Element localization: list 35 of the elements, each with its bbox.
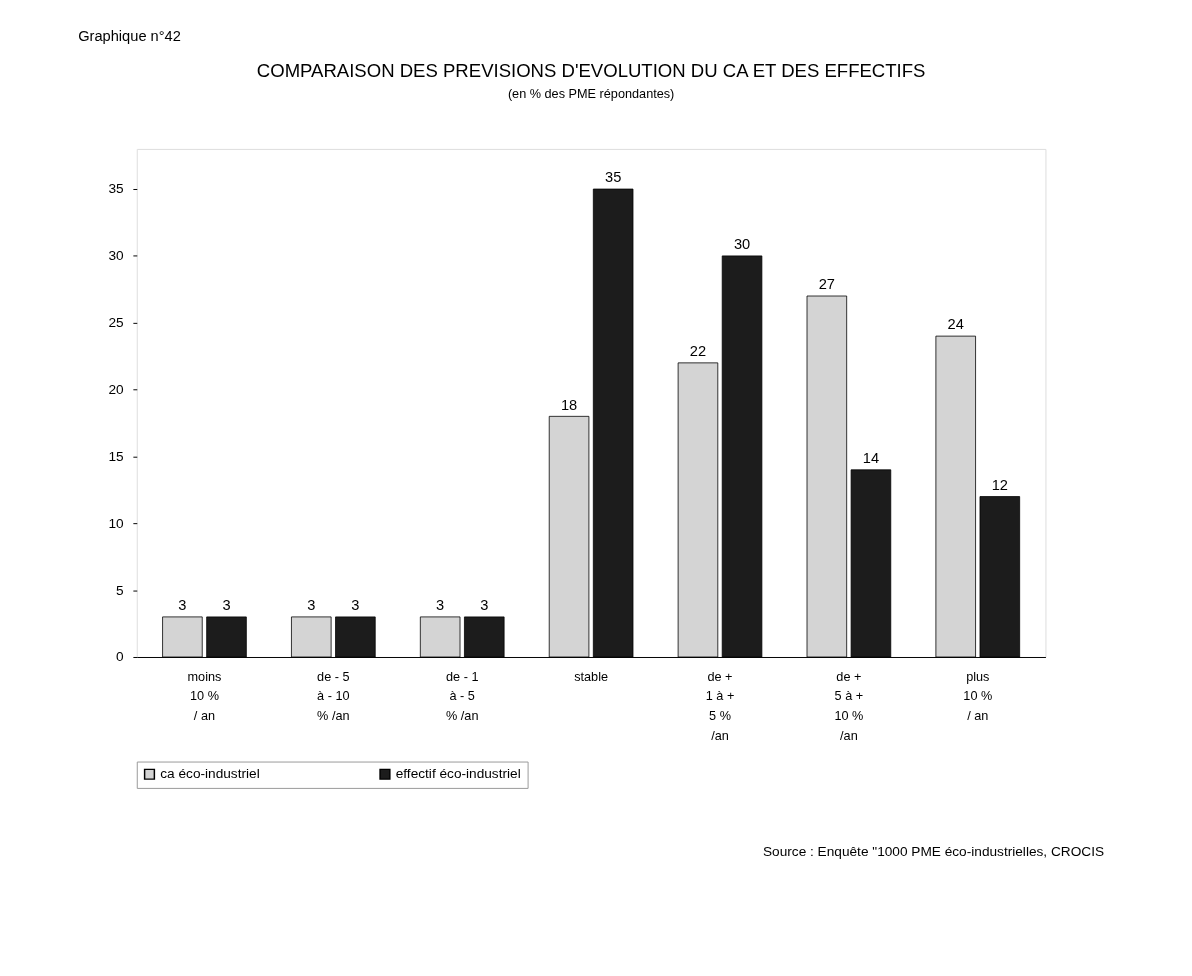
- data-label: 3: [351, 597, 360, 614]
- y-tick-label: 5: [115, 582, 124, 598]
- y-tick-label: 15: [108, 448, 124, 464]
- data-label: 3: [480, 597, 489, 614]
- chart-subtitle: (en % des PME répondantes): [507, 87, 675, 102]
- data-label: 3: [178, 597, 187, 614]
- legend-label: ca éco-industriel: [160, 766, 260, 782]
- data-label: 14: [862, 449, 880, 466]
- y-tick-label: 10: [108, 515, 124, 531]
- y-tick-label: 35: [108, 181, 124, 197]
- data-label: 3: [222, 597, 231, 614]
- legend-label: effectif éco-industriel: [395, 766, 521, 782]
- x-tick-label: de + 5 à + 10 % /an: [834, 669, 864, 743]
- data-label: 3: [307, 597, 316, 614]
- y-tick-label: 0: [115, 649, 124, 665]
- data-label: 35: [605, 169, 622, 186]
- x-tick-label: moins 10 % / an: [187, 669, 222, 724]
- data-label: 18: [560, 396, 578, 413]
- x-tick-label: de - 1 à - 5 % /an: [446, 669, 479, 724]
- data-label: 30: [733, 236, 751, 253]
- data-label: 12: [991, 476, 1008, 493]
- data-label: 27: [818, 276, 835, 293]
- x-tick-label: stable: [574, 669, 609, 684]
- x-tick-label: plus 10 % / an: [963, 669, 993, 724]
- y-tick-label: 20: [108, 382, 124, 397]
- data-label: 3: [436, 597, 445, 614]
- chart-title: COMPARAISON DES PREVISIONS D'EVOLUTION DU CA ET DES EFFECTIFS: [256, 59, 926, 81]
- text: Graphique n°42: [78, 28, 181, 45]
- y-tick-label: 30: [108, 248, 124, 264]
- source-note: Source : Enquête "1000 PME éco-industrielles, CROCIS: [762, 844, 1105, 860]
- data-label: 24: [947, 316, 964, 333]
- x-tick-label: de + 1 à + 5 % /an: [705, 669, 735, 743]
- data-label: 22: [689, 343, 707, 360]
- x-tick-label: de - 5 à - 10 % /an: [317, 669, 350, 724]
- y-tick-label: 25: [108, 315, 124, 331]
